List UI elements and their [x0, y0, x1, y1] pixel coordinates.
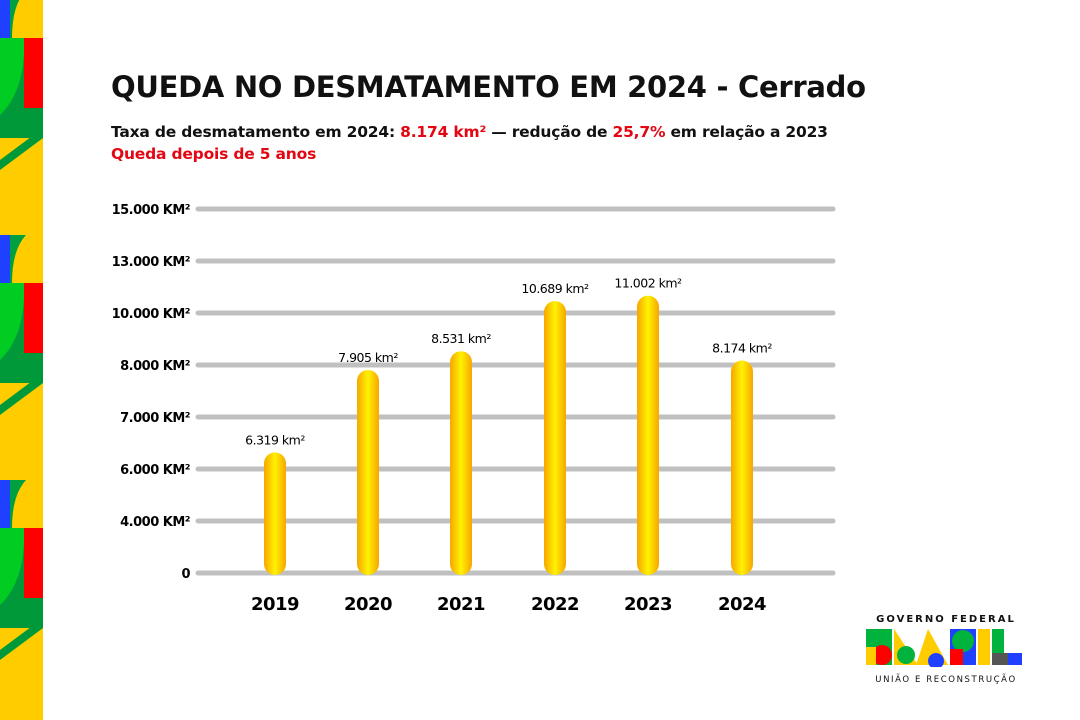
y-tick-label: 7.000 KM² — [120, 411, 190, 426]
decorative-stripe — [0, 0, 43, 720]
bar-2020 — [357, 369, 379, 575]
logo-top-text: GOVERNO FEDERAL — [876, 614, 1016, 625]
y-tick-label: 13.000 KM² — [112, 255, 190, 270]
bar-2023 — [637, 295, 659, 575]
y-tick-label: 15.000 KM² — [112, 203, 190, 218]
subtitle-mid: — redução de — [486, 123, 613, 141]
y-tick-label: 8.000 KM² — [120, 359, 190, 374]
data-label: 10.689 km² — [521, 281, 589, 296]
subtitle-prefix: Taxa de desmatamento em 2024: — [111, 123, 401, 141]
x-tick-label: 2022 — [531, 594, 579, 615]
data-label: 8.531 km² — [431, 331, 491, 346]
bar-2019 — [264, 452, 286, 575]
note: Queda depois de 5 anos — [111, 145, 317, 163]
bar-2021 — [450, 351, 472, 575]
y-tick-label: 6.000 KM² — [120, 463, 190, 478]
governo-federal-logo: GOVERNO FEDERAL UNIÃO E RECONSTRUÇÃO — [866, 614, 1026, 685]
subtitle-pct: 25,7% — [612, 123, 666, 141]
x-tick-label: 2023 — [624, 594, 672, 615]
data-label: 11.002 km² — [614, 276, 682, 291]
x-tick-label: 2019 — [251, 594, 299, 615]
data-label: 8.174 km² — [712, 340, 772, 355]
x-tick-label: 2021 — [437, 594, 485, 615]
y-tick-label: 0 — [181, 567, 190, 582]
subtitle-value: 8.174 km² — [400, 123, 487, 141]
x-tick-label: 2020 — [344, 594, 392, 615]
subtitle: Taxa de desmatamento em 2024: 8.174 km² … — [111, 123, 828, 141]
brasil-logo-mark — [866, 629, 1022, 669]
y-tick-label: 10.000 KM² — [112, 307, 190, 322]
data-label: 7.905 km² — [338, 350, 398, 365]
y-tick-label: 4.000 KM² — [120, 515, 190, 530]
subtitle-suffix: em relação a 2023 — [665, 123, 828, 141]
bar-2022 — [544, 301, 566, 575]
page-title: QUEDA NO DESMATAMENTO EM 2024 - Cerrado — [111, 70, 866, 104]
bar-2024 — [731, 360, 753, 575]
x-tick-label: 2024 — [718, 594, 766, 615]
data-label: 6.319 km² — [245, 432, 305, 447]
logo-bottom-text: UNIÃO E RECONSTRUÇÃO — [875, 675, 1017, 685]
